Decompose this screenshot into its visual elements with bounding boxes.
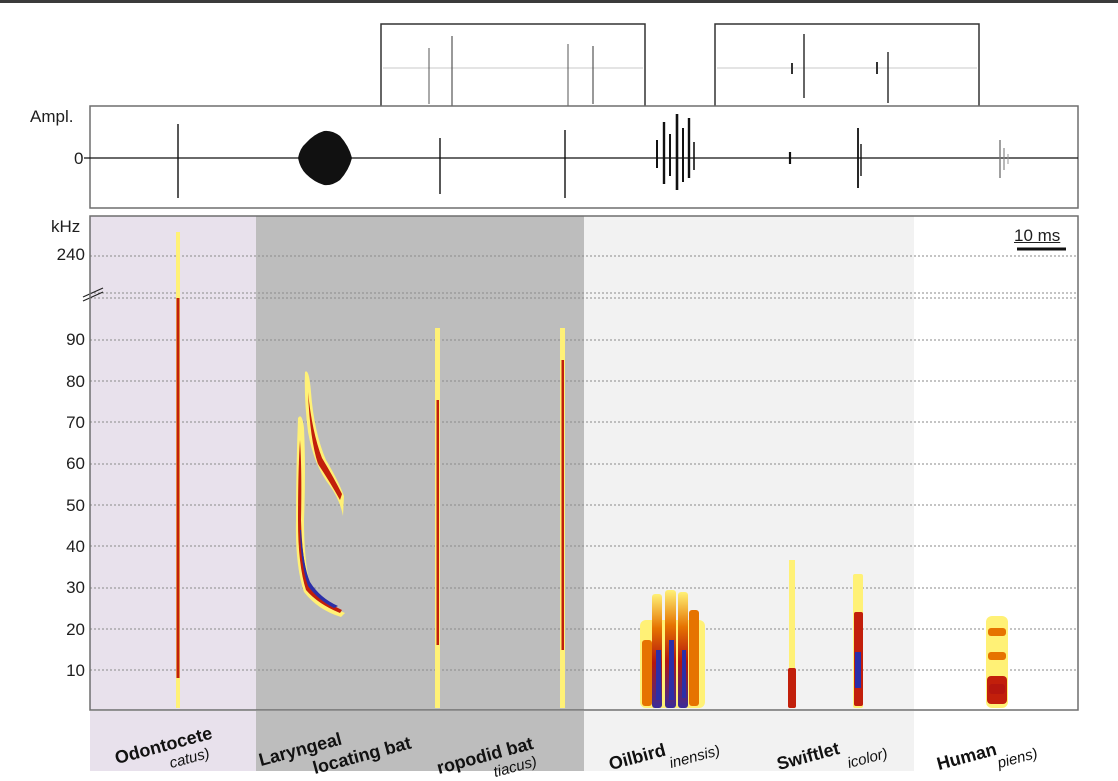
- freq-tick-70: 70: [66, 413, 85, 432]
- inset-zoom-right: [714, 23, 980, 125]
- freq-tick-60: 60: [66, 454, 85, 473]
- freq-tick-80: 80: [66, 372, 85, 391]
- freq-tick-20: 20: [66, 620, 85, 639]
- freq-tick-10: 10: [66, 661, 85, 680]
- amplitude-zero-label: 0: [74, 149, 84, 168]
- oilbird-spectrogram: [640, 590, 705, 708]
- freq-tick-50: 50: [66, 496, 85, 515]
- freq-tick-240: 240: [56, 245, 85, 264]
- freq-tick-40: 40: [66, 537, 85, 556]
- waveform-panel: [84, 105, 1079, 209]
- scale-bar-label: 10 ms: [1014, 226, 1061, 245]
- frequency-unit-label: kHz: [51, 217, 81, 236]
- top-border: [0, 0, 1118, 3]
- spectrogram-panel: [82, 215, 1079, 711]
- freq-tick-90: 90: [66, 330, 85, 349]
- amplitude-label: Ampl.: [30, 107, 74, 126]
- freq-tick-30: 30: [66, 578, 85, 597]
